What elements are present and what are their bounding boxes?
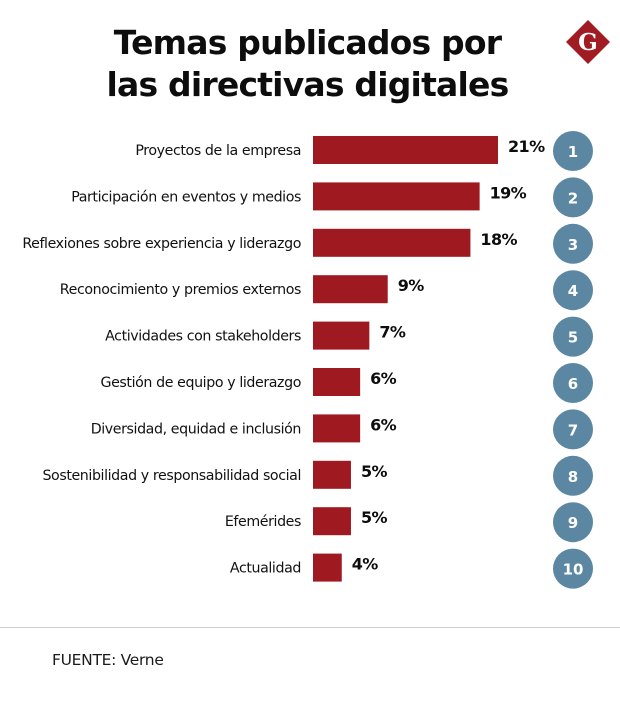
value-label: 7% — [379, 323, 406, 342]
value-label: 19% — [490, 183, 527, 202]
rank-badge — [553, 316, 593, 357]
rank-badge — [553, 502, 593, 543]
rank-badge — [553, 409, 593, 450]
category-label: Actividades con stakeholders — [105, 329, 301, 345]
value-label: 6% — [370, 415, 397, 434]
category-label: Reconocimiento y premios externos — [60, 282, 301, 298]
rank-badge — [553, 363, 593, 403]
value-label: 9% — [398, 276, 425, 295]
category-label: Reflexiones sobre experiencia y liderazg… — [22, 236, 301, 252]
category-label: Gestión de equipo y liderazgo — [101, 375, 302, 391]
value-label: 4% — [352, 555, 379, 574]
rank-badge — [553, 177, 593, 218]
category-label: Proyectos de la empresa — [135, 143, 301, 159]
bar — [313, 414, 361, 443]
footer-divider — [0, 627, 620, 628]
logo-letter: G — [578, 29, 598, 56]
rank-badge — [553, 270, 593, 311]
value-label: 5% — [361, 508, 388, 527]
bar — [313, 228, 471, 257]
chart-title: Temas publicados por las directivas digi… — [100, 22, 515, 106]
category-label: Actualidad — [230, 561, 301, 577]
title-line-1: Temas publicados por — [113, 23, 502, 62]
rank-badge — [553, 223, 593, 264]
rank-number: 10 — [563, 561, 584, 579]
rank-badge — [553, 548, 593, 589]
value-label: 5% — [361, 462, 388, 481]
value-label: 18% — [480, 230, 517, 249]
logo-diamond — [566, 20, 610, 64]
bar — [313, 507, 351, 536]
category-label: Diversidad, equidad e inclusión — [91, 421, 301, 437]
bar — [313, 275, 388, 304]
rank-number: 8 — [568, 468, 578, 486]
bar — [313, 368, 361, 396]
rank-number: 5 — [568, 329, 578, 347]
rank-number: 9 — [568, 514, 578, 532]
bar — [313, 182, 480, 211]
bar — [313, 553, 342, 582]
rank-number: 4 — [568, 282, 578, 300]
bar — [313, 136, 498, 164]
value-label: 21% — [508, 137, 545, 156]
source-note: FUENTE: Verne — [52, 651, 164, 669]
rank-number: 1 — [568, 143, 578, 161]
rank-badge — [553, 455, 593, 496]
category-label: Participación en eventos y medios — [71, 189, 301, 205]
rank-badge — [553, 131, 593, 171]
title-line-2: las directivas digitales — [106, 65, 510, 104]
rank-number: 3 — [568, 236, 578, 254]
brand-logo-icon: G — [566, 20, 610, 64]
rank-number: 7 — [568, 421, 578, 439]
rank-number: 6 — [568, 375, 578, 393]
value-label: 6% — [370, 369, 397, 388]
category-label: Efemérides — [225, 514, 301, 530]
bar-chart: Proyectos de la empresa 21% 1 Participación… — [22, 131, 593, 589]
bar — [313, 460, 351, 489]
category-label: Sostenibilidad y responsabilidad social — [42, 468, 301, 484]
rank-number: 2 — [568, 189, 578, 207]
bar — [313, 321, 370, 350]
